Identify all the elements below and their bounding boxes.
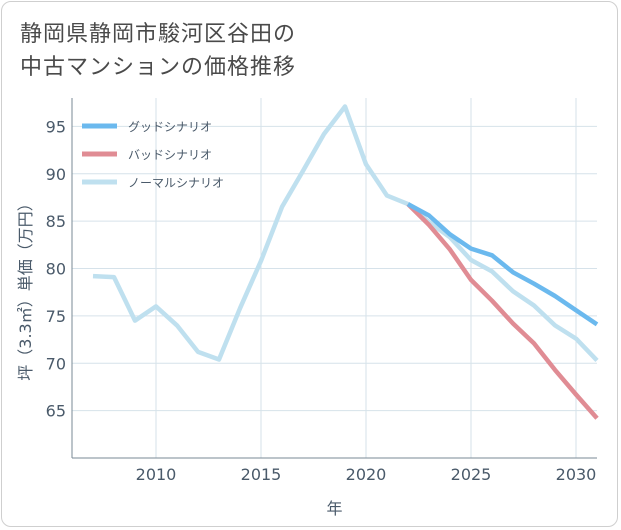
axes — [71, 98, 597, 459]
series-line-2 — [92, 104, 599, 362]
series-lines — [92, 104, 599, 420]
y-tick-label: 85 — [46, 212, 66, 231]
y-tick-label: 90 — [46, 165, 66, 184]
tick-labels: 2010 2015 2020 2025 2030 65 70 75 80 85 90 95 — [46, 117, 597, 484]
series-line-0 — [406, 202, 599, 327]
x-tick-label: 2010 — [136, 465, 177, 484]
chart-title-line-1: 静岡県静岡市駿河区谷田の — [20, 22, 297, 47]
series-line-1 — [406, 202, 599, 420]
y-tick-label: 75 — [46, 307, 66, 326]
chart-title: 静岡県静岡市駿河区谷田の 中古マンションの価格推移 — [20, 18, 296, 84]
legend-label: グッドシナリオ — [128, 120, 212, 134]
legend-label: バッドシナリオ — [128, 148, 212, 162]
y-tick-label: 80 — [46, 260, 66, 279]
x-axis-title: 年 — [326, 499, 342, 518]
legend-label: ノーマルシナリオ — [128, 176, 224, 190]
y-tick-label: 95 — [46, 117, 66, 136]
x-tick-label: 2030 — [556, 465, 597, 484]
x-tick-label: 2025 — [451, 465, 492, 484]
y-tick-label: 70 — [46, 354, 66, 373]
y-tick-label: 65 — [46, 402, 66, 421]
x-tick-label: 2020 — [346, 465, 387, 484]
y-axis-title: 坪（3.3㎡）単価（万円） — [16, 195, 35, 380]
chart-title-line-2: 中古マンションの価格推移 — [20, 55, 297, 80]
x-tick-label: 2015 — [241, 465, 282, 484]
